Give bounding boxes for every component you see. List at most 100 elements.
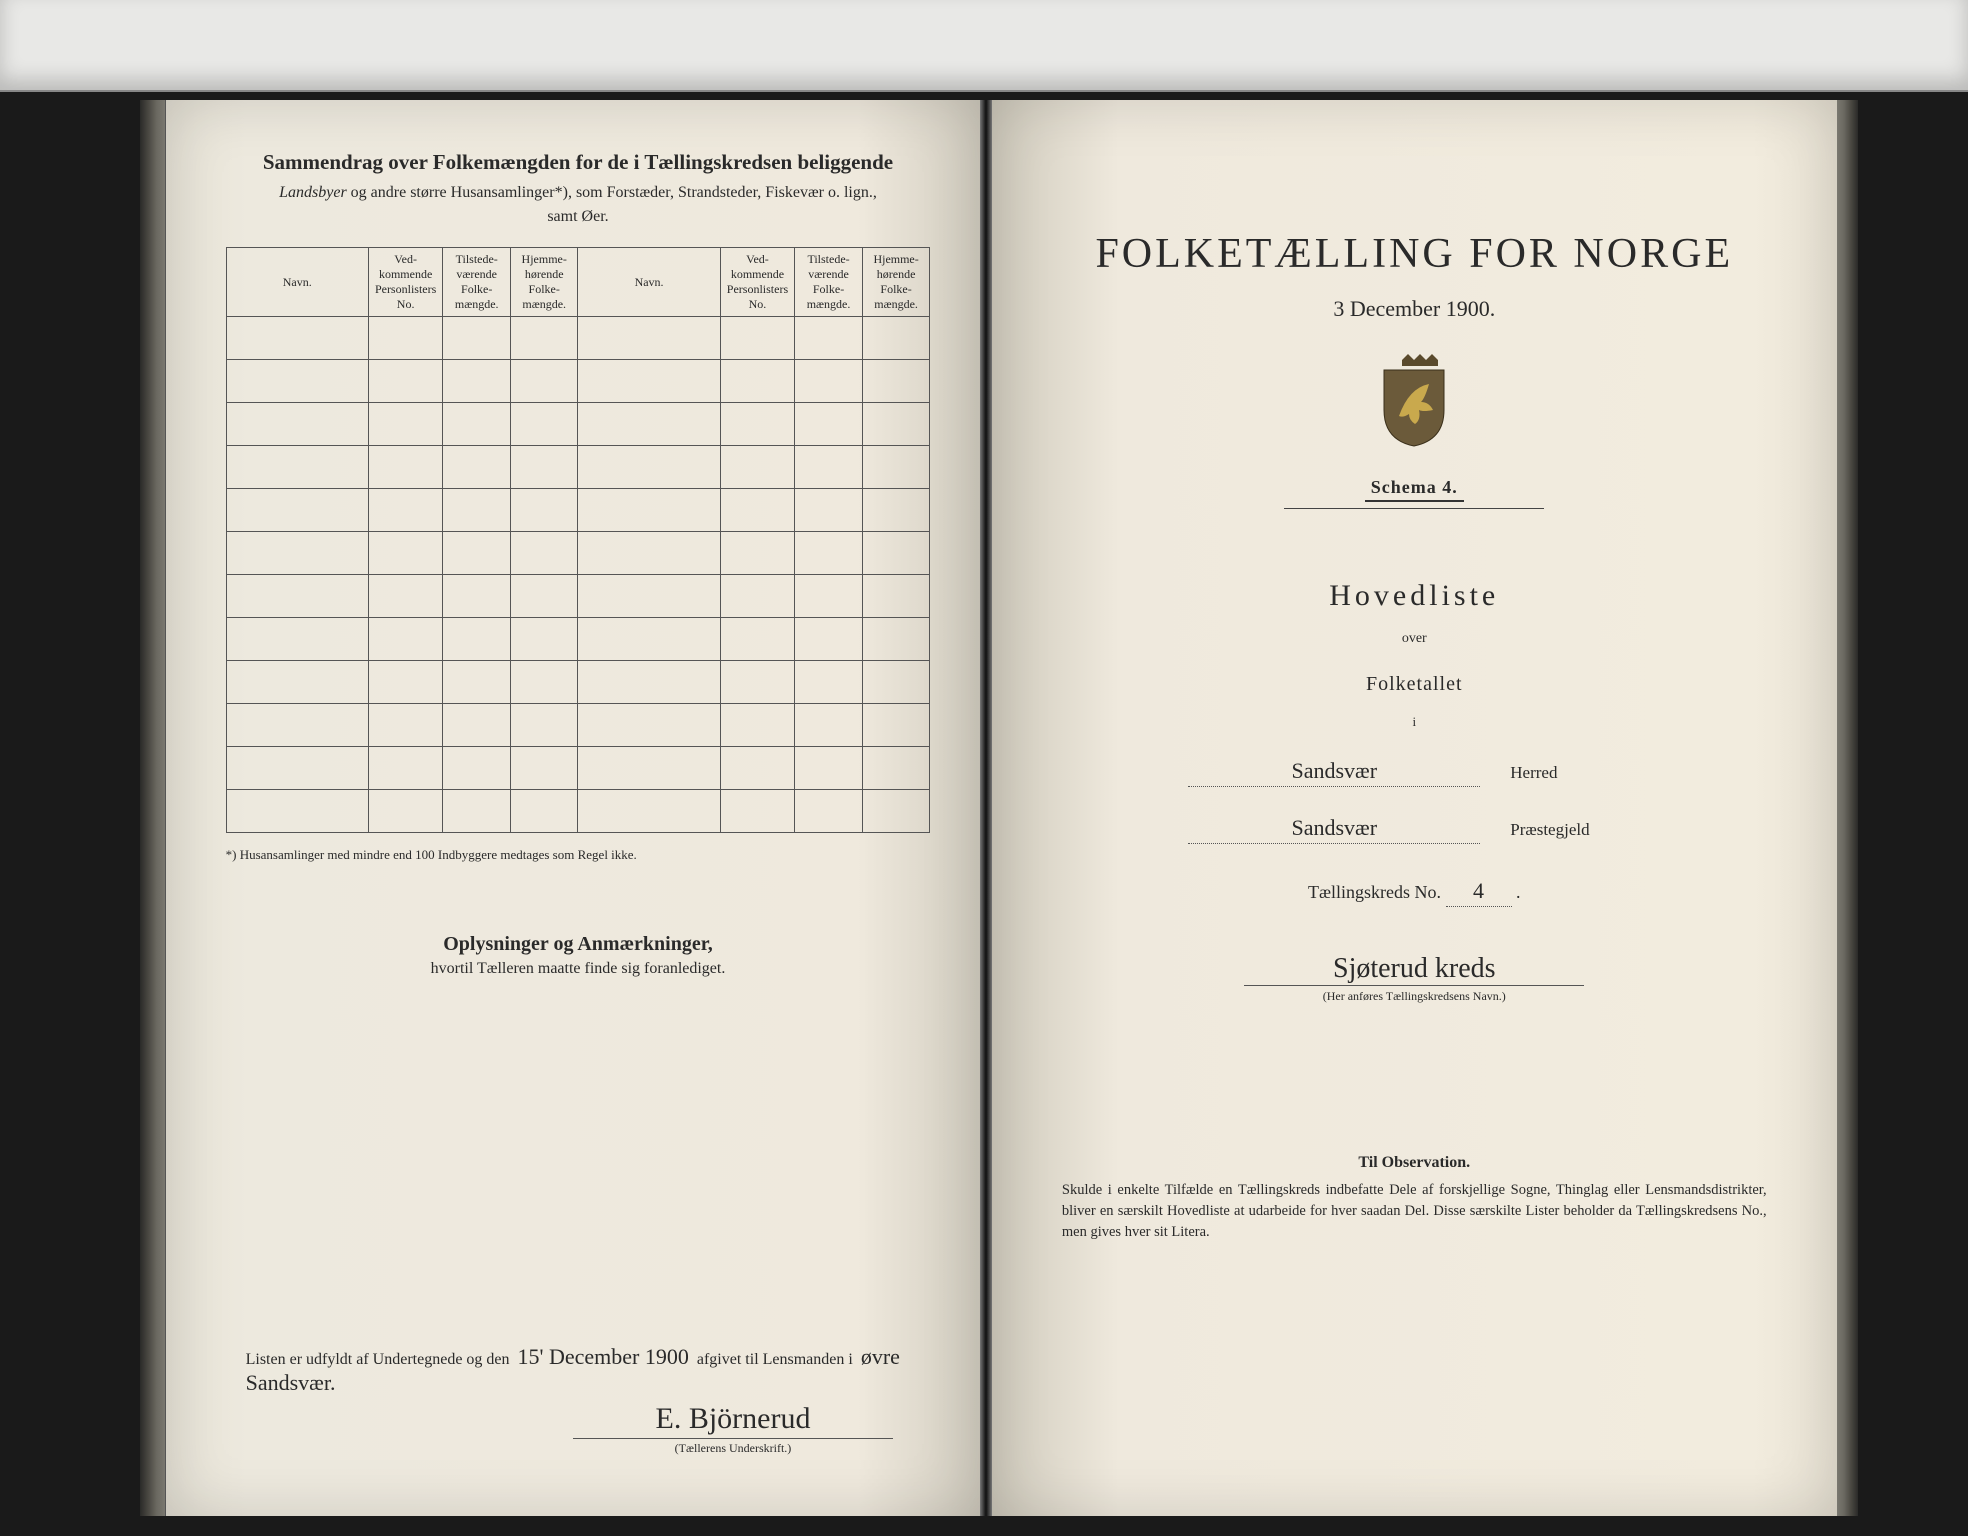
summary-col-header: Tilstede-værendeFolke-mængde. <box>795 248 863 317</box>
table-cell <box>226 618 368 661</box>
table-row <box>226 532 930 575</box>
subtitle-rest: og andre større Husansamlinger*), som Fo… <box>351 184 877 225</box>
table-cell <box>443 618 511 661</box>
table-row <box>226 317 930 360</box>
table-cell <box>226 704 368 747</box>
schema-label-row: Schema 4. <box>1062 477 1767 502</box>
summary-col-header: Navn. <box>578 248 720 317</box>
table-cell <box>578 403 720 446</box>
summary-table: Navn.Ved-kommendePersonlistersNo.Tilsted… <box>226 247 931 833</box>
folketallet-label: Folketallet <box>1062 673 1767 696</box>
table-cell <box>510 618 578 661</box>
table-cell <box>510 403 578 446</box>
table-cell <box>510 661 578 704</box>
table-cell <box>795 618 863 661</box>
open-book: Sammendrag over Folkemængden for de i Tæ… <box>140 100 1858 1516</box>
signature-block: E. Björnerud (Tællerens Underskrift.) <box>546 1402 921 1456</box>
table-cell <box>368 446 443 489</box>
table-cell <box>368 532 443 575</box>
kreds-name: Sjøterud kreds <box>1333 953 1496 984</box>
table-cell <box>368 790 443 833</box>
tk-row: Tællingskreds No. 4 . <box>1062 878 1767 907</box>
table-cell <box>226 532 368 575</box>
table-cell <box>720 403 795 446</box>
table-cell <box>795 446 863 489</box>
table-row <box>226 489 930 532</box>
table-cell <box>720 446 795 489</box>
table-cell <box>578 747 720 790</box>
table-cell <box>443 704 511 747</box>
table-row <box>226 704 930 747</box>
table-cell <box>578 575 720 618</box>
hovedliste-heading: Hovedliste <box>1062 579 1767 613</box>
kreds-caption: (Her anføres Tællingskredsens Navn.) <box>1062 989 1767 1004</box>
table-cell <box>720 704 795 747</box>
subtitle-em: Landsbyer <box>279 184 347 201</box>
scanner-frame-top <box>0 0 1968 92</box>
table-cell <box>443 317 511 360</box>
remarks-block: Oplysninger og Anmærkninger, hvortil Tæl… <box>226 933 931 978</box>
right-page: FOLKETÆLLING FOR NORGE 3 December 1900. … <box>992 100 1837 1516</box>
table-cell <box>862 360 930 403</box>
table-cell <box>226 661 368 704</box>
table-cell <box>510 790 578 833</box>
table-cell <box>862 575 930 618</box>
table-cell <box>578 790 720 833</box>
herred-label: Herred <box>1510 763 1640 783</box>
table-row <box>226 661 930 704</box>
census-title: FOLKETÆLLING FOR NORGE <box>1062 230 1767 278</box>
table-cell <box>795 532 863 575</box>
table-row <box>226 446 930 489</box>
table-cell <box>862 317 930 360</box>
table-cell <box>443 446 511 489</box>
observation-block: Til Observation. Skulde i enkelte Tilfæl… <box>1062 1154 1767 1243</box>
table-cell <box>795 747 863 790</box>
table-cell <box>443 532 511 575</box>
remarks-subtitle: hvortil Tælleren maatte finde sig foranl… <box>226 960 931 978</box>
table-cell <box>795 661 863 704</box>
tk-number: 4 <box>1446 878 1512 907</box>
table-cell <box>443 575 511 618</box>
table-row <box>226 747 930 790</box>
herred-value: Sandsvær <box>1188 758 1480 787</box>
table-cell <box>720 790 795 833</box>
table-cell <box>720 618 795 661</box>
observation-title: Til Observation. <box>1062 1154 1767 1172</box>
left-page: Sammendrag over Folkemængden for de i Tæ… <box>166 100 981 1516</box>
table-cell <box>720 532 795 575</box>
attestation-date: 15' December 1900 <box>518 1344 689 1369</box>
praestegjeld-value: Sandsvær <box>1188 815 1480 844</box>
table-row <box>226 790 930 833</box>
attestation-prefix: Listen er udfyldt af Undertegnede og den <box>246 1351 510 1368</box>
over-label: over <box>1062 631 1767 647</box>
table-cell <box>578 446 720 489</box>
table-cell <box>510 704 578 747</box>
schema-label: Schema 4. <box>1365 477 1464 502</box>
summary-col-header: Ved-kommendePersonlistersNo. <box>720 248 795 317</box>
summary-title: Sammendrag over Folkemængden for de i Tæ… <box>226 150 931 175</box>
signature-caption: (Tællerens Underskrift.) <box>573 1438 893 1456</box>
table-cell <box>226 360 368 403</box>
summary-table-head: Navn.Ved-kommendePersonlistersNo.Tilsted… <box>226 248 930 317</box>
table-cell <box>578 317 720 360</box>
summary-col-header: Ved-kommendePersonlistersNo. <box>368 248 443 317</box>
table-cell <box>795 360 863 403</box>
table-cell <box>862 532 930 575</box>
table-cell <box>862 446 930 489</box>
table-cell <box>368 575 443 618</box>
summary-table-body <box>226 317 930 833</box>
tk-label: Tællingskreds No. <box>1308 882 1441 902</box>
table-cell <box>578 360 720 403</box>
signature: E. Björnerud <box>656 1402 811 1435</box>
table-cell <box>578 489 720 532</box>
attestation-mid: afgivet til Lensmanden i <box>697 1351 853 1368</box>
table-cell <box>862 618 930 661</box>
table-cell <box>720 489 795 532</box>
summary-col-header: Navn. <box>226 248 368 317</box>
table-cell <box>443 403 511 446</box>
table-cell <box>368 661 443 704</box>
praestegjeld-row: Sandsvær Præstegjeld <box>1062 815 1767 844</box>
table-cell <box>578 704 720 747</box>
table-cell <box>443 747 511 790</box>
table-cell <box>720 317 795 360</box>
